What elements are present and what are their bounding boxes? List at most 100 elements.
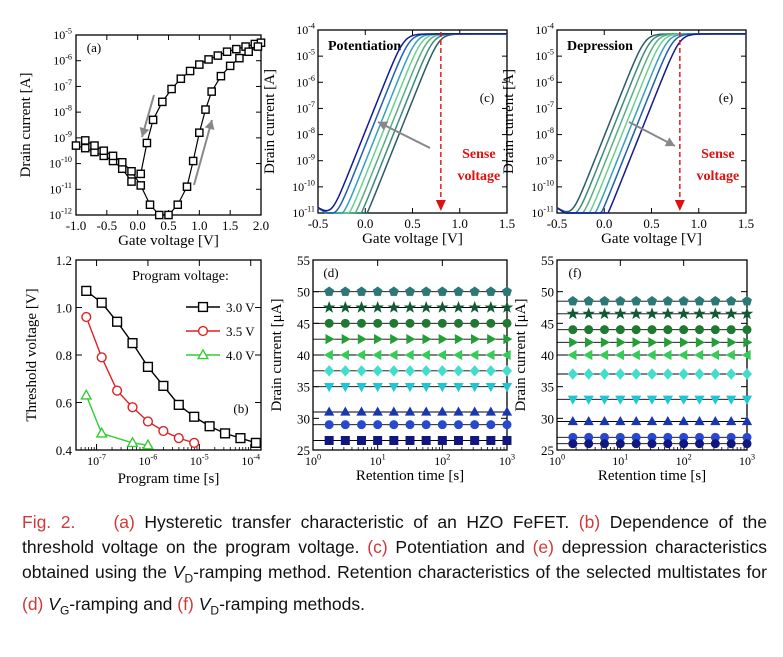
panel-d-ytick-label: 45	[297, 316, 310, 331]
panel-a-label: (a)	[87, 40, 101, 55]
panel-d-point	[339, 349, 349, 361]
panel-d-point	[437, 406, 448, 416]
panel-d-xlabel: Retention time [s]	[356, 468, 464, 484]
panel-b-legend-label: 3.5 V	[226, 324, 255, 339]
panel-e-ytick-label: 10-5	[535, 48, 554, 63]
panel-f-ylabel: Drain current [μA]	[513, 299, 529, 412]
panel-d-point	[470, 435, 480, 445]
panel-f-point	[583, 416, 594, 426]
panel-c-trend-arrow-shaft	[377, 121, 431, 149]
panel-a-point	[136, 181, 146, 190]
panel-d-ytick-label: 50	[297, 285, 310, 300]
panel-b-point	[96, 352, 107, 363]
panel-d-point	[484, 300, 498, 313]
panel-c-ylabel: Drain current [A]	[262, 69, 278, 174]
panel-f-point	[741, 395, 753, 405]
panel-d-point	[453, 318, 463, 328]
panel-d-point	[356, 420, 366, 430]
panel-f-point	[631, 295, 642, 306]
panel-a-arrow-up-shaft	[193, 119, 213, 186]
panel-d-point	[356, 286, 367, 296]
panel-f-xtick-label: 101	[612, 453, 628, 468]
panel-a-point	[188, 156, 198, 166]
caption-vg-var: V	[48, 593, 60, 614]
caption-a-text: Hysteretic transfer characteristic of an…	[144, 512, 570, 532]
panel-b-point	[250, 437, 261, 448]
panel-f-label: (f)	[569, 265, 582, 280]
panel-b: 10-7 10-6 10-5 10-4 0.4 0.6 0.8 1.0 1.2 Program t…	[24, 253, 262, 487]
panel-b-point	[80, 388, 93, 400]
panel-f-point	[566, 307, 580, 320]
panel-f-point	[584, 325, 594, 335]
panel-a-arrow-down	[139, 94, 155, 138]
panel-b-point	[141, 438, 154, 450]
panel-f: 100 101 102 103 25 30 35 40 45 50 55 Retention time…	[513, 253, 755, 484]
panel-d-point	[356, 318, 366, 328]
panel-d-point	[341, 334, 351, 345]
panel-a-series-line	[84, 46, 259, 216]
panel-f-point	[616, 337, 626, 348]
panel-d-point	[372, 406, 383, 416]
panel-d-point	[387, 300, 401, 313]
panel-f-point	[568, 439, 578, 449]
panel-f-point	[680, 337, 690, 348]
panel-d-point	[390, 334, 400, 345]
panel-e-ytick-label: 10-11	[531, 205, 554, 220]
panel-b-ytick-label: 0.4	[56, 443, 73, 458]
panel-f-point	[694, 439, 704, 449]
panel-e-trend-arrow-head	[664, 137, 675, 147]
panel-f-point	[631, 416, 642, 426]
panel-d-point	[405, 435, 415, 445]
panel-f-point	[726, 368, 737, 380]
panel-a-point	[216, 71, 226, 81]
panel-d-point	[373, 420, 383, 430]
panel-f-point	[709, 349, 719, 361]
panel-d-point	[388, 286, 399, 296]
panel-d-point	[340, 365, 351, 377]
caption-fig: Fig. 2.	[22, 512, 76, 532]
panel-d-point	[340, 318, 350, 328]
panel-c-ytick-label: 10-8	[296, 126, 315, 141]
panel-b-legend-label: 4.0 V	[226, 348, 255, 363]
panel-f-point	[678, 395, 689, 405]
panel-a-point	[164, 210, 173, 220]
panel-d-point	[356, 365, 367, 377]
panel-f-point	[726, 416, 737, 426]
panel-a-point	[136, 169, 146, 179]
panel-c-xtick-label: 0.0	[357, 216, 373, 231]
panel-c-curve	[317, 33, 507, 212]
caption-vd2-sub: D	[210, 603, 220, 617]
panel-f-point	[645, 307, 659, 320]
panel-f-point	[583, 295, 594, 306]
panel-d-point	[452, 300, 465, 313]
panel-f-xtick-label: 100	[549, 453, 565, 468]
panel-f-point	[678, 416, 689, 426]
panel-d-point	[421, 435, 431, 445]
panel-f-point	[600, 337, 610, 348]
panel-c-trend-arrow-head	[378, 121, 389, 131]
panel-a-point	[158, 97, 167, 107]
panel-d-point	[421, 365, 432, 377]
panel-c-curve	[317, 33, 507, 214]
panel-d-point	[323, 349, 333, 361]
panel-f-point	[599, 295, 610, 306]
panel-d: 100 101 102 103 25 30 35 40 45 50 55 Retention time…	[269, 253, 515, 484]
panel-d-point	[486, 435, 496, 445]
panel-a-point	[176, 74, 186, 84]
panel-a-arrow-down-head	[139, 126, 150, 137]
panel-f-point	[662, 295, 673, 306]
panel-c-ytick-label: 10-6	[296, 74, 315, 89]
panel-d-point	[356, 406, 367, 416]
panel-a-ytick-label: 10-9	[53, 129, 72, 144]
panel-d-ytick-label: 25	[297, 443, 310, 458]
panel-d-xtick-label: 100	[305, 453, 321, 468]
panel-d-point	[422, 334, 432, 345]
panel-b-point	[127, 338, 138, 349]
panel-f-point	[678, 349, 688, 361]
panel-b-legend-marker	[196, 348, 210, 360]
panel-d-point	[406, 334, 416, 345]
panel-f-point	[615, 295, 626, 306]
panel-e-sense-label-2: voltage	[696, 169, 739, 184]
panel-b-ytick-label: 0.6	[56, 396, 73, 411]
caption-vg-sub: G	[59, 603, 70, 617]
